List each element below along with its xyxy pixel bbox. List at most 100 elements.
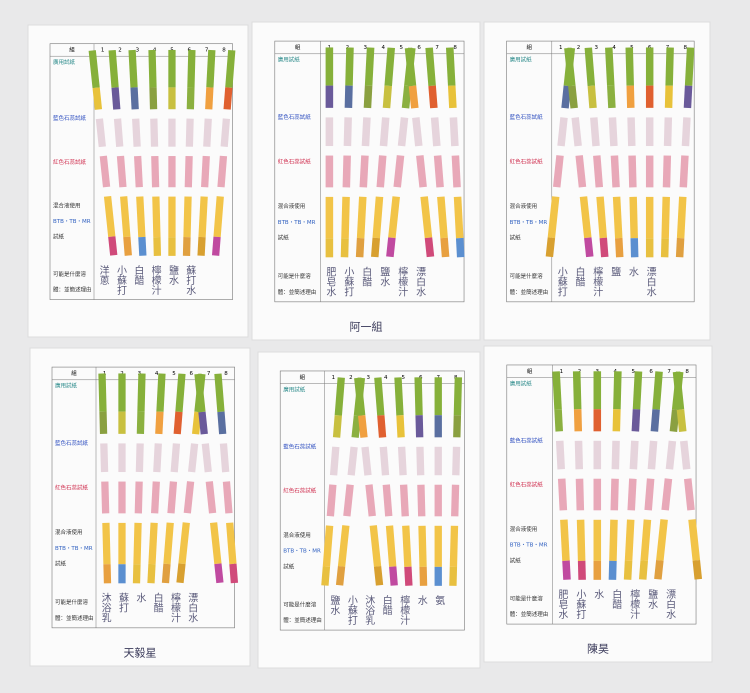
mixed-strip-bottom [321,566,331,586]
mixed-strip-top [656,519,668,561]
blue-litmus [555,440,565,470]
red-litmus [627,478,637,511]
universal-strip-top [684,47,695,86]
test-strips [623,371,643,580]
blue-litmus [557,117,568,147]
mixed-strip-bottom [108,236,118,256]
blue-litmus [452,446,461,476]
red-litmus [557,478,568,511]
mixed-strip-bottom [584,237,594,258]
mixed-strip-top [136,196,146,238]
universal-strip-bottom [573,409,583,432]
blue-litmus [627,117,636,147]
row-label: 可能是什麼溶 [278,272,312,280]
test-strips [564,47,594,258]
red-litmus [118,481,126,514]
test-strips [161,373,186,584]
column-number: 3 [595,45,599,51]
blue-litmus [663,117,673,147]
red-litmus [183,481,195,514]
blue-litmus [325,117,334,147]
mixed-strip-top [593,519,602,561]
red-litmus [359,155,369,188]
handwritten-note: 鹽水 [166,264,178,285]
blue-litmus [665,440,677,470]
mixed-strip-top [388,196,400,239]
mixed-strip-top [579,196,592,239]
red-litmus [645,155,654,188]
blue-litmus [430,117,441,147]
test-strips [608,371,622,580]
mixed-strip-top [624,519,635,561]
test-strips [168,49,176,256]
universal-strip-top [453,377,463,416]
test-strips [128,49,147,256]
blue-litmus [329,446,340,476]
blue-litmus [397,117,409,147]
red-litmus [134,155,143,188]
column-number: 8 [453,45,457,51]
mixed-strip-top [226,522,237,565]
test-strips [108,49,132,256]
mixed-strip-top [356,196,367,239]
worksheet: 組12345678廣用試紙藍色石蕊試紙紅色石蕊試紙混合液使用BTB・TB・MR試… [27,24,249,338]
mixed-strip-bottom [214,563,224,584]
column-number: 6 [649,369,653,375]
blue-litmus [361,117,371,147]
row-label: 藍色石蕊試紙 [278,113,312,121]
table-border [506,40,695,303]
test-strips [425,47,450,258]
mixed-strip-top [437,196,448,239]
test-strips [355,47,375,258]
group-label: 組 [69,45,75,53]
universal-strip-bottom [186,87,195,110]
universal-strip-top [137,373,146,412]
universal-strip-top [584,47,596,87]
universal-strip-bottom [645,85,654,108]
test-strips [414,377,428,586]
mixed-strip-top [402,525,412,567]
mixed-strip-bottom [675,237,685,258]
blue-litmus [361,446,372,476]
red-litmus [382,484,393,517]
mixed-strip-top [341,196,350,239]
universal-strip-bottom [325,85,334,108]
mixed-strip-bottom [608,560,617,580]
test-strips [321,377,345,586]
handwritten-note: 鹽 [609,266,621,277]
test-strips [194,373,224,584]
row-label: 廣用試紙 [278,56,301,64]
column-number: 7 [667,369,671,375]
mixed-strip-top [547,196,560,239]
column-number: 5 [399,45,403,51]
mixed-strip-bottom [161,563,171,584]
row-label: BTB・TB・MR [283,549,321,555]
row-label: BTB・TB・MR [510,543,548,549]
mixed-strip-bottom [654,560,664,580]
universal-strip-top [168,49,176,88]
mixed-strip-top [372,196,384,239]
mixed-strip-top [209,522,222,565]
handwritten-note: 白醋 [360,266,372,288]
handwritten-note: 沐浴乳 [99,592,111,623]
red-litmus [151,481,160,514]
universal-strip-bottom [593,409,602,432]
universal-strip-bottom [344,85,353,108]
universal-strip-bottom [377,415,387,438]
mixed-strip-bottom [325,238,334,258]
handwritten-note: 漂白水 [664,589,676,619]
test-strips [118,373,126,584]
mixed-strip-bottom [176,563,186,584]
mixed-strip-top [213,196,224,238]
row-label: 紅色石蕊試紙 [278,157,312,165]
blue-litmus [203,118,212,147]
universal-strip-top [572,371,582,410]
red-litmus [134,481,143,514]
row-label: 試紙 [283,562,295,570]
test-strips [214,373,239,584]
mixed-strip-bottom [118,564,126,584]
universal-strip-top [445,47,456,86]
row-label: 藍色石蕊試紙 [510,113,544,121]
mixed-strip-top [102,522,111,565]
mixed-strip-bottom [229,563,239,584]
